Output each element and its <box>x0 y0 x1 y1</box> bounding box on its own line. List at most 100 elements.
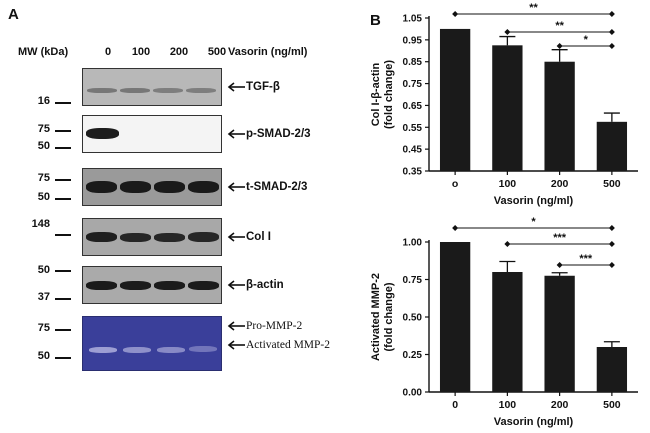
mw-header: MW (kDa) <box>18 46 69 58</box>
band <box>189 346 217 352</box>
significance-label: ** <box>555 20 564 32</box>
blot-label-text: t-SMAD-2/3 <box>246 181 308 193</box>
y-tick-label: 0.50 <box>403 313 423 324</box>
blot-label-activated-mmp2: Activated MMP-2 <box>226 339 330 351</box>
band <box>154 181 185 193</box>
left-arrow-icon <box>227 280 245 290</box>
band <box>123 347 151 353</box>
band <box>188 232 219 242</box>
bar <box>492 45 523 172</box>
mw-tick <box>55 198 71 200</box>
significance-end-marker <box>608 262 615 268</box>
mw-50: 50 <box>37 350 50 362</box>
lane-header: Vasorin (ng/ml) <box>228 46 308 58</box>
band <box>89 347 117 353</box>
left-arrow-icon <box>227 82 245 92</box>
x-tick-label: 500 <box>603 399 621 411</box>
blot-label-text: TGF-β <box>246 81 280 93</box>
y-tick-label: 0.00 <box>403 388 423 399</box>
left-arrow-icon <box>227 321 245 331</box>
significance-end-marker <box>608 43 615 49</box>
band <box>86 232 117 242</box>
mw-50: 50 <box>37 191 50 203</box>
y-tick-label: 0.25 <box>403 350 423 361</box>
band <box>188 281 219 290</box>
mw-tick <box>55 298 71 300</box>
lane-label-200: 200 <box>169 46 189 58</box>
x-axis-label: Vasorin (ng/ml) <box>494 195 574 207</box>
band <box>86 128 119 139</box>
lane-label-0: 0 <box>104 46 112 58</box>
significance-end-marker <box>504 241 511 247</box>
y-tick-label: 0.55 <box>403 123 423 134</box>
blot-col-i <box>82 218 222 256</box>
significance-end-marker <box>608 29 615 35</box>
band <box>188 181 219 193</box>
y-axis-label: Col I-β-actin <box>370 62 382 126</box>
blot-label-text: β-actin <box>246 279 284 291</box>
y-tick-label: 0.85 <box>403 57 423 68</box>
x-axis-label: Vasorin (ng/ml) <box>494 416 574 428</box>
x-tick-label: 0 <box>452 399 458 411</box>
blot-tgf-beta <box>82 68 222 106</box>
blot-t-smad <box>82 168 222 206</box>
blot-beta-actin <box>82 266 222 304</box>
left-arrow-icon <box>227 340 245 350</box>
lane-labels: 0 100 200 500 <box>100 46 226 60</box>
band <box>86 181 117 193</box>
blot-label-pro-mmp2: Pro-MMP-2 <box>226 320 302 332</box>
mw-tick <box>55 130 71 132</box>
mw-tick <box>55 147 71 149</box>
y-tick-label: 0.75 <box>403 79 423 90</box>
y-tick-label: 0.65 <box>403 101 423 112</box>
x-tick-label: 500 <box>603 178 621 190</box>
blot-label-text: Pro-MMP-2 <box>246 320 303 332</box>
bar <box>596 347 628 392</box>
significance-end-marker <box>452 225 459 231</box>
mw-tick <box>55 357 71 359</box>
significance-end-marker <box>608 225 615 231</box>
blot-label-text: p-SMAD-2/3 <box>246 128 311 140</box>
x-tick-label: 200 <box>551 178 569 190</box>
significance-label: * <box>531 216 536 228</box>
y-axis-label: (fold change) <box>383 60 395 129</box>
blot-label-text: Activated MMP-2 <box>246 339 331 351</box>
band <box>157 347 185 353</box>
blot-label-tgf-beta: TGF-β <box>226 81 280 93</box>
bar <box>544 275 575 392</box>
left-arrow-icon <box>227 232 245 242</box>
significance-label: *** <box>553 232 567 244</box>
x-tick-label: 100 <box>499 399 517 411</box>
blot-label-p-smad: p-SMAD-2/3 <box>226 128 311 140</box>
mw-tick <box>55 270 71 272</box>
band <box>120 88 150 93</box>
lane-label-500: 500 <box>207 46 227 58</box>
mw-50: 50 <box>37 140 50 152</box>
mw-37: 37 <box>37 291 50 303</box>
significance-end-marker <box>556 43 563 49</box>
panel-b-letter: B <box>370 12 381 29</box>
band <box>186 88 216 93</box>
y-tick-label: 0.75 <box>403 275 423 286</box>
bar <box>439 242 471 392</box>
y-tick-label: 0.35 <box>403 167 423 178</box>
bar <box>544 61 575 171</box>
band <box>86 281 117 290</box>
significance-end-marker <box>608 11 615 17</box>
mw-148: 148 <box>31 218 50 230</box>
y-axis-label: (fold change) <box>383 282 395 351</box>
lane-label-100: 100 <box>131 46 151 58</box>
mw-50: 50 <box>37 264 50 276</box>
x-tick-label: 200 <box>551 399 569 411</box>
blot-label-col-i: Col I <box>226 231 271 243</box>
left-arrow-icon <box>227 129 245 139</box>
mw-tick <box>55 329 71 331</box>
y-axis-label: Activated MMP-2 <box>370 273 382 361</box>
mw-75: 75 <box>37 172 50 184</box>
band <box>87 88 117 93</box>
band <box>120 281 151 290</box>
panel-a-letter: A <box>8 6 19 23</box>
significance-label: * <box>584 34 589 46</box>
